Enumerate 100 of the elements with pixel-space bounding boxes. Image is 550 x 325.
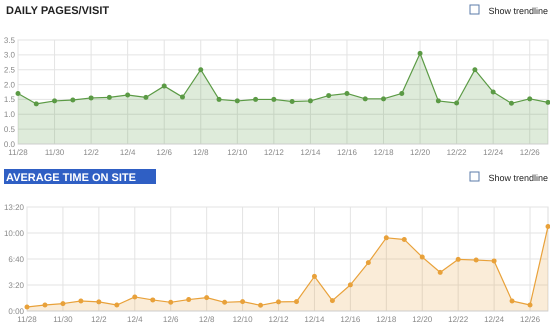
- point: [438, 270, 443, 275]
- text: Show trendline: [488, 6, 548, 16]
- chart-title: AVERAGE TIME ON SITE: [6, 172, 136, 184]
- point: [418, 50, 423, 56]
- point: [168, 300, 174, 305]
- point: [492, 258, 497, 264]
- point: [474, 258, 479, 263]
- x-tick-label: 12/26: [520, 148, 540, 157]
- point: [204, 295, 210, 300]
- x-tick-label: 12/6: [156, 148, 173, 157]
- point: [150, 297, 156, 302]
- point: [454, 100, 460, 106]
- point: [16, 90, 20, 96]
- x-tick-label: 12/20: [412, 315, 433, 324]
- point: [198, 67, 204, 72]
- point: [294, 299, 299, 304]
- x-tick-label: 12/18: [376, 315, 397, 324]
- point: [326, 93, 332, 98]
- point: [143, 94, 148, 100]
- point: [308, 98, 313, 104]
- x-tick-label: 11/30: [44, 148, 65, 157]
- x-tick-label: 12/16: [336, 148, 358, 157]
- x-tick-label: 12/20: [410, 148, 431, 157]
- y-tick-label: 13:20: [4, 202, 25, 212]
- y-tick-label: 1.5: [4, 95, 16, 104]
- x-tick-label: 11/28: [8, 148, 28, 157]
- chart-title: DAILY PAGES/VISIT: [6, 5, 110, 17]
- point: [96, 299, 102, 304]
- point: [546, 224, 550, 229]
- x-tick-label: 11/30: [53, 315, 74, 324]
- x-tick-label: 12/26: [520, 315, 541, 324]
- point: [420, 254, 425, 260]
- point: [106, 94, 112, 100]
- point: [125, 92, 130, 98]
- x-tick-label: 12/4: [120, 148, 136, 157]
- point: [240, 299, 246, 304]
- y-tick-label: 0.0: [4, 140, 16, 149]
- point: [234, 98, 240, 104]
- point: [132, 294, 138, 300]
- point: [527, 96, 532, 102]
- x-tick-label: 12/12: [268, 315, 290, 324]
- y-tick-label: 0:00: [8, 306, 25, 316]
- y-tick-label: 10:00: [4, 228, 25, 238]
- x-tick-label: 12/12: [264, 148, 284, 157]
- point: [253, 96, 258, 102]
- x-tick-label: 12/2: [91, 315, 108, 324]
- x-tick-label: 12/6: [162, 315, 180, 324]
- point: [70, 98, 76, 103]
- point: [348, 282, 353, 288]
- x-tick-label: 12/14: [304, 315, 326, 324]
- point: [34, 101, 39, 106]
- y-tick-label: 3:20: [8, 280, 25, 290]
- point: [344, 90, 350, 96]
- x-tick-label: 12/10: [227, 148, 248, 157]
- y-tick-label: 3.0: [4, 50, 16, 60]
- x-tick-label: 12/14: [300, 148, 321, 157]
- point: [510, 298, 515, 304]
- point: [402, 237, 407, 242]
- y-tick-label: 2.5: [4, 66, 16, 75]
- point: [276, 299, 282, 304]
- point: [384, 235, 389, 240]
- point: [362, 96, 368, 102]
- point: [436, 98, 441, 104]
- y-tick-label: 2.0: [4, 80, 16, 90]
- x-tick-label: 11/28: [17, 315, 38, 324]
- x-tick-label: 12/2: [83, 148, 100, 157]
- point: [472, 67, 478, 72]
- point: [312, 274, 317, 279]
- point: [88, 95, 94, 100]
- point: [60, 301, 66, 306]
- point: [399, 90, 404, 96]
- point: [508, 100, 514, 106]
- y-tick-label: 3.5: [4, 36, 16, 45]
- x-tick-label: 12/8: [198, 315, 215, 324]
- point: [114, 302, 120, 308]
- x-tick-label: 12/24: [483, 148, 504, 157]
- point: [216, 96, 222, 102]
- point: [366, 260, 371, 266]
- point: [271, 96, 276, 102]
- point: [24, 304, 30, 310]
- point: [78, 298, 84, 304]
- x-tick-label: 12/4: [127, 315, 144, 324]
- point: [186, 297, 192, 302]
- point: [222, 300, 228, 305]
- x-tick-label: 12/10: [232, 315, 254, 324]
- point: [258, 302, 264, 308]
- x-tick-label: 12/22: [446, 148, 468, 157]
- point: [162, 84, 167, 89]
- x-tick-label: 12/8: [192, 148, 210, 157]
- y-tick-label: 1.0: [4, 110, 16, 120]
- point: [546, 100, 550, 105]
- point: [42, 302, 48, 308]
- point: [290, 99, 295, 104]
- point: [330, 298, 335, 304]
- point: [528, 302, 533, 308]
- point: [180, 94, 185, 100]
- x-tick-label: 12/16: [340, 315, 361, 324]
- x-tick-label: 12/24: [484, 315, 505, 324]
- point: [490, 90, 496, 94]
- y-tick-label: 0.5: [4, 124, 16, 134]
